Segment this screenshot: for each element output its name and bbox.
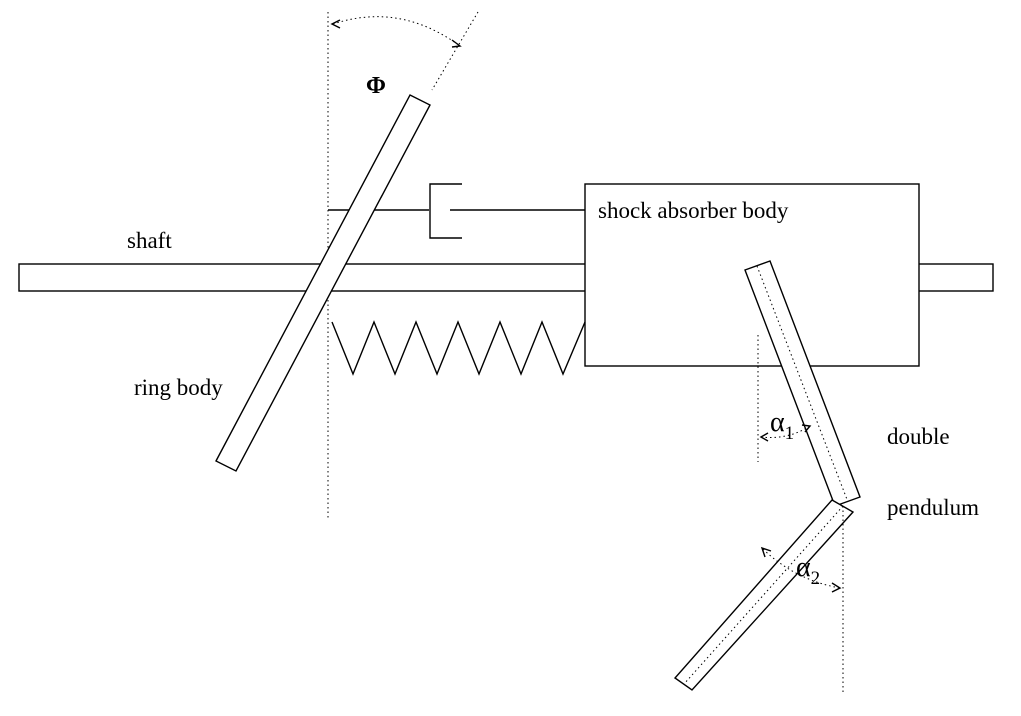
phi-arrowhead-right [451, 39, 462, 48]
alpha-1-label: α1 [770, 407, 794, 444]
phi-label: Φ [366, 73, 386, 99]
alpha-2-subscript: 2 [811, 568, 821, 589]
phi-arrowhead-left [330, 19, 341, 29]
damper-cylinder [429, 183, 462, 239]
shaft-bar [18, 263, 994, 292]
alpha-1-arrowhead-right [801, 424, 812, 433]
pendulum-link-2 [673, 499, 855, 691]
alpha-1-arrowhead-left [759, 432, 769, 442]
alpha-2-label: α2 [796, 552, 820, 589]
pendulum-link-1-centerline [756, 265, 849, 503]
alpha-2-symbol: α [796, 552, 811, 583]
double-label: double [887, 424, 950, 449]
ring-body-label: ring body [134, 375, 223, 400]
spring [331, 320, 586, 376]
alpha-2-arrowhead-right [831, 582, 842, 593]
pendulum-link-2-centerline [683, 505, 844, 685]
pendulum-label: pendulum [887, 495, 979, 520]
ring-axis-extension-line [431, 11, 479, 91]
alpha-1-symbol: α [770, 407, 785, 438]
alpha-1-subscript: 1 [785, 423, 795, 444]
phi-angle-arc [332, 16, 461, 47]
ring-body-bar [215, 94, 431, 472]
shock-absorber-body-label: shock absorber body [598, 198, 789, 223]
alpha-2-arrowhead-left [760, 546, 772, 558]
shaft-label: shaft [127, 228, 172, 253]
